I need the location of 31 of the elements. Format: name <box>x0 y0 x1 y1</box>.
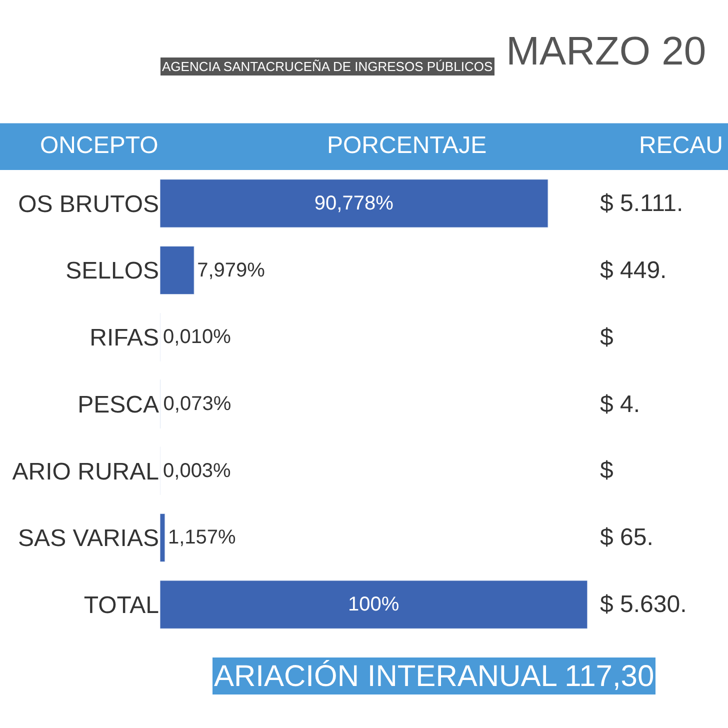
data-label: 1,157% <box>168 526 236 549</box>
text: ONCEPTO <box>40 132 158 159</box>
y-tick-label: SELLOS <box>66 258 159 285</box>
bar <box>160 513 166 562</box>
text: ARIACIÓN INTERANUAL 117,30 <box>214 659 654 693</box>
text: PORCENTAJE <box>327 132 487 159</box>
data-label: 0,003% <box>163 460 232 482</box>
text: $ <box>600 324 614 351</box>
data-label: 0,073% <box>163 393 232 415</box>
y-tick-label: OS BRUTOS <box>18 190 159 218</box>
text: $ 65. <box>600 524 654 551</box>
data-label: 100% <box>348 594 400 616</box>
chart-subtitle: AGENCIA SANTACRUCEÑA DE INGRESOS PÚBLICOS <box>162 59 493 74</box>
y-tick-label: SAS VARIAS <box>18 525 159 552</box>
text: $ 449. <box>600 257 667 284</box>
data-label: 7,979% <box>197 259 266 282</box>
y-tick-label: TOTAL <box>84 592 159 619</box>
text: $ 5.111. <box>600 190 684 217</box>
bar <box>160 580 588 629</box>
bar <box>160 179 548 228</box>
chart-title: MARZO 20 <box>506 29 706 74</box>
bar <box>160 246 194 295</box>
y-tick-label: PESCA <box>78 391 159 418</box>
text: $ 5.630. <box>600 591 687 618</box>
data-label: 90,778% <box>314 192 394 214</box>
y-tick-label: RIFAS <box>90 324 159 352</box>
text: $ <box>600 457 614 484</box>
data-label: 0,010% <box>163 326 232 348</box>
text: RECAU <box>639 132 724 159</box>
y-tick-label: ARIO RURAL <box>12 458 159 486</box>
text: $ 4. <box>600 391 640 418</box>
